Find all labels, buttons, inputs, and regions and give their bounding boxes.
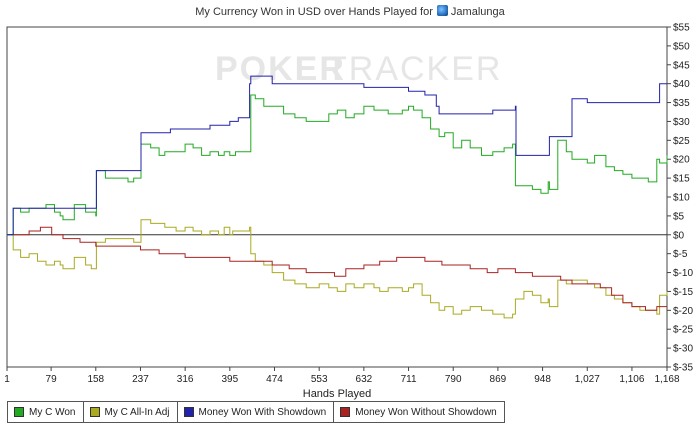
y-tick-label: $-20 [673,306,693,317]
x-tick-label: 158 [87,374,104,385]
x-tick-label: 632 [356,374,373,385]
y-tick-label: $30 [673,117,690,128]
series-line-money-won-with-showdown [7,75,667,236]
x-tick-label: 1,106 [619,374,644,385]
legend-item-money-won-without-showdown[interactable]: Money Won Without Showdown [334,402,504,422]
legend-swatch [14,407,24,417]
x-axis: 1 79 158 237 316 395 474 553 632 711 790 869 948 1,02… [4,367,680,385]
legend-item-money-won-with-showdown[interactable]: Money Won With Showdown [178,402,335,422]
y-tick-label: $-25 [673,325,693,336]
series-line-my-c-all-in-adj [7,219,668,319]
y-tick-label: $50 [673,41,690,52]
series-layer [7,75,668,319]
x-tick-label: 711 [401,374,417,385]
y-tick-label: $45 [673,60,690,71]
y-tick-label: $25 [673,136,690,147]
legend-swatch [89,407,100,417]
watermark-poker: POKER [215,50,346,88]
x-tick-label: 237 [132,374,149,385]
y-tick-label: $35 [673,98,690,109]
legend-item-my-c-won[interactable]: My C Won [8,402,84,422]
y-tick-label: $55 [673,23,690,34]
series-line-my-c-won [7,94,668,236]
x-axis-label: Hands Played [303,388,372,400]
x-tick-label: 1 [4,374,10,385]
legend-label: Money Won Without Showdown [355,406,497,418]
y-tick-label: $-30 [673,344,693,355]
x-tick-label: 869 [490,374,507,385]
y-tick-label: $0 [673,230,685,241]
y-tick-label: $15 [673,174,690,185]
poker-avatar-icon [436,5,448,16]
y-tick-label: $-15 [673,287,693,298]
x-tick-label: 79 [46,374,58,385]
legend-label: My C Won [29,406,76,418]
legend-label: My C All-In Adj [104,406,170,418]
watermark-tracker: TRACKER [326,50,502,88]
y-tick-label: $5 [673,211,685,222]
x-tick-label: 316 [177,374,194,385]
legend: My C Won My C All-In Adj Money Won With Sh… [7,401,505,423]
legend-swatch [183,407,194,417]
x-tick-label: 1,168 [654,374,679,385]
y-tick-label: $20 [673,155,690,166]
y-tick-label: $-10 [673,268,693,279]
x-tick-label: 395 [221,374,238,385]
chart-title: My Currency Won in USD over Hands Played… [0,4,700,20]
legend-swatch [340,407,351,417]
y-tick-label: $10 [673,193,690,204]
chart-svg: POKER TRACKER $55 $50 $45 $40 $35 $30 $25 $20 $1… [4,23,693,401]
y-tick-label: $40 [673,79,690,90]
x-tick-label: 474 [266,374,283,385]
series-line-money-won-without-showdown [7,226,667,311]
y-tick-label: $-5 [673,249,688,260]
x-tick-label: 948 [534,374,551,385]
y-axis: $55 $50 $45 $40 $35 $30 $25 $20 $15 $10 $5 $0 $-5 $-1… [667,23,693,374]
chart-title-text: My Currency Won in USD over Hands Played… [195,6,433,18]
legend-item-my-c-all-in-adj[interactable]: My C All-In Adj [84,402,178,422]
legend-label: Money Won With Showdown [198,406,327,418]
x-tick-label: 1,027 [575,374,600,385]
x-tick-label: 790 [445,374,462,385]
player-name: Jamalunga [450,6,505,18]
x-tick-label: 553 [311,374,328,385]
y-tick-label: $-35 [673,363,693,374]
